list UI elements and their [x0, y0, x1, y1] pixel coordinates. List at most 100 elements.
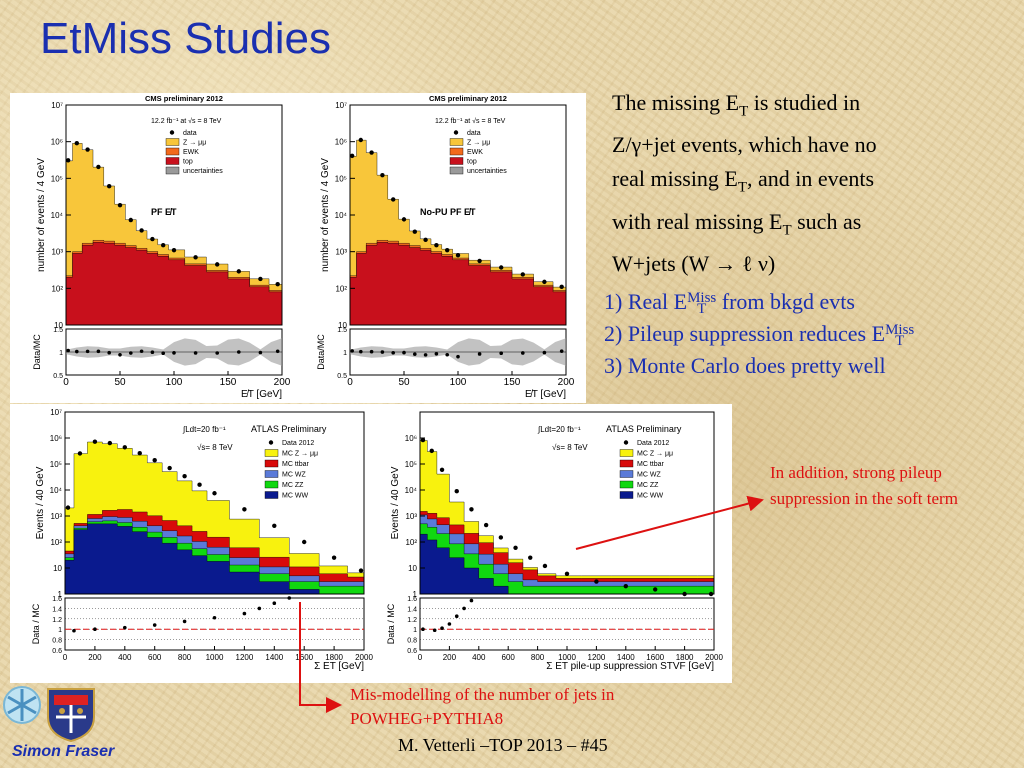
ratio-tick-label: 0.6: [52, 648, 62, 655]
data-point: [528, 555, 533, 560]
x-tick-label: 0: [63, 377, 69, 388]
point-2: 2) Pileup suppression reduces E Miss T: [604, 318, 1014, 350]
data-point: [391, 197, 396, 202]
ratio-point: [402, 350, 406, 355]
data-point: [559, 284, 564, 290]
data-point: [107, 184, 112, 189]
y-tick-label: 10⁵: [51, 174, 63, 183]
legend-label: top: [183, 159, 193, 166]
chart-header: ATLAS Preliminary: [251, 424, 327, 434]
y-tick-label: 10⁴: [405, 486, 418, 495]
annotation-soft-term: In addition, strong pileup suppression i…: [770, 463, 958, 508]
x-tick-label: 0: [63, 653, 68, 662]
superscript: Miss: [885, 322, 915, 338]
legend-label: MC ttbar: [637, 461, 665, 468]
data-point: [92, 439, 98, 444]
ratio-axis-label: Data / MC: [386, 603, 396, 644]
data-point: [420, 437, 426, 443]
x-tick-label: 2000: [705, 653, 723, 662]
legend-label: top: [467, 159, 477, 166]
histogram-mc-zz: [419, 523, 715, 595]
x-tick-label: 200: [274, 377, 291, 388]
point-1: 1) Real E Miss T from bkgd evts: [604, 286, 1014, 318]
intro-line: , and in events: [747, 166, 875, 192]
ratio-point: [499, 351, 504, 356]
ratio-point: [85, 349, 90, 354]
ratio-point: [152, 623, 157, 627]
x-tick-label: 800: [531, 653, 545, 662]
ratio-point: [477, 352, 482, 356]
ratio-point: [445, 352, 450, 357]
y-tick-label: 10⁷: [51, 101, 63, 110]
ratio-point: [193, 351, 198, 355]
legend-label: MC ZZ: [637, 482, 659, 489]
x-tick-label: 100: [450, 377, 467, 388]
ratio-tick-label: 1.6: [407, 596, 417, 603]
atlas-plots-panel: 1 10 10² 10³ 10⁴ 10⁵ 10⁶ 10⁷ ∫Ldt=20 fb⁻¹ ATLAS P…: [10, 404, 732, 683]
x-tick-label: 0: [418, 653, 423, 662]
ratio-point: [359, 349, 363, 354]
ratio-tick-label: 0.5: [53, 373, 63, 380]
ratio-point: [447, 622, 452, 626]
data-point: [331, 555, 337, 560]
data-point: [439, 467, 445, 472]
legend-swatch: [619, 459, 634, 468]
data-point: [454, 488, 459, 494]
ratio-point: [454, 614, 459, 618]
data-point: [128, 217, 133, 223]
chart-label: No-PU PF E̸T: [420, 207, 476, 217]
ratio-tick-label: 1.2: [52, 617, 62, 624]
y-tick-label: 10⁴: [50, 486, 63, 495]
slide-title: EtMiss Studies: [40, 14, 331, 63]
x-tick-label: 2000: [355, 653, 373, 662]
legend-swatch: [165, 166, 180, 175]
legend-label: uncertainties: [183, 168, 223, 175]
data-point: [275, 281, 280, 287]
ratio-axis-label: Data / MC: [31, 603, 41, 644]
ratio-tick-label: 1.4: [407, 606, 417, 613]
ratio-point: [380, 350, 385, 354]
ratio-tick-label: 0.5: [337, 373, 347, 380]
ratio-tick-label: 1: [59, 350, 63, 357]
x-tick-label: 600: [502, 653, 516, 662]
legend-label: Data 2012: [282, 440, 314, 447]
chart-lumi: 12.2 fb⁻¹ at √s = 8 TeV: [435, 117, 506, 125]
legend-label: MC Z → μμ: [637, 451, 673, 458]
ratio-point: [212, 615, 217, 620]
data-point: [498, 535, 504, 540]
y-tick-label: 10²: [50, 538, 62, 547]
ratio-point: [93, 627, 97, 631]
ratio-point: [542, 350, 547, 355]
x-tick-label: 100: [166, 377, 183, 388]
data-point: [412, 229, 417, 234]
ratio-point: [72, 628, 76, 633]
legend-swatch: [449, 147, 464, 156]
ratio-point: [75, 349, 79, 354]
chart-header: ATLAS Preliminary: [606, 424, 682, 434]
y-tick-label: 10⁶: [51, 138, 63, 147]
annotation-powheg: Mis-modelling of the number of jets in P…: [350, 685, 615, 728]
data-point: [358, 137, 363, 143]
x-tick-label: 400: [118, 653, 132, 662]
ratio-point: [272, 601, 277, 605]
ratio-point: [139, 349, 144, 354]
data-point: [401, 217, 407, 222]
data-point: [513, 545, 518, 550]
data-point: [258, 276, 263, 282]
data-point: [653, 587, 658, 592]
data-point: [96, 164, 101, 170]
ratio-frame: [419, 597, 715, 651]
x-tick-label: 1600: [295, 653, 313, 662]
ratio-point: [369, 349, 374, 354]
y-tick-label: 10⁵: [50, 460, 62, 469]
data-point: [122, 445, 128, 450]
data-point: [85, 147, 90, 152]
data-point: [520, 272, 525, 277]
ratio-point: [391, 350, 396, 355]
legend-swatch: [264, 470, 279, 478]
point-text: from bkgd evts: [716, 289, 855, 314]
ratio-point: [287, 596, 292, 600]
x-tick-label: 1800: [676, 653, 694, 662]
